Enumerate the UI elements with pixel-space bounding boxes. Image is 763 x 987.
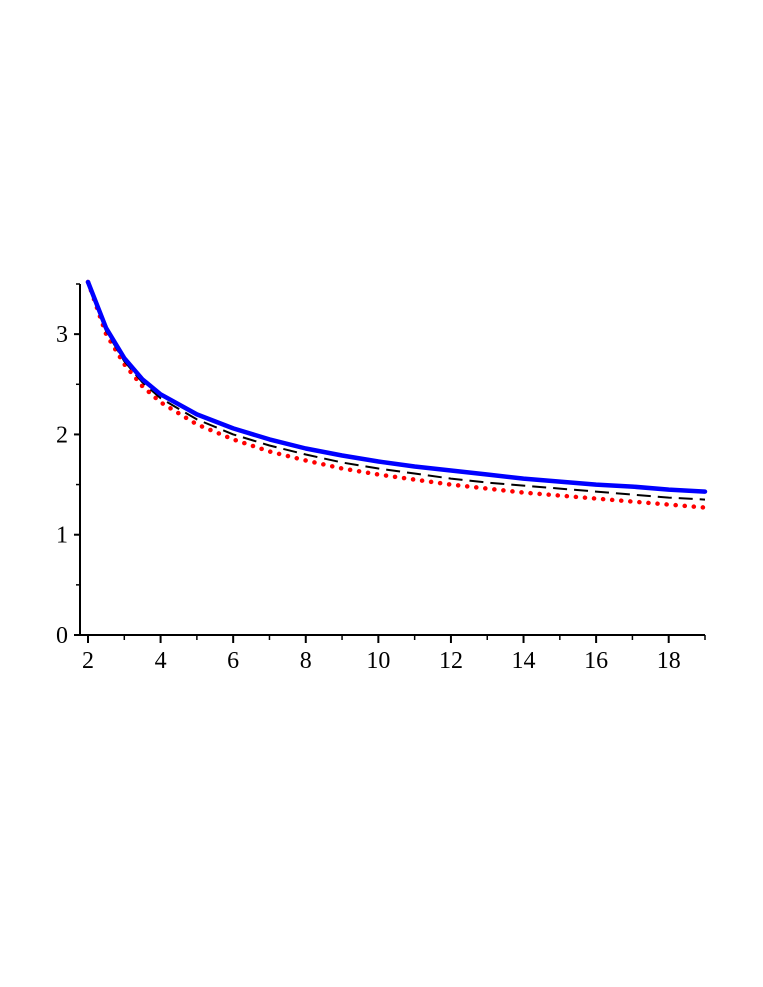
x-tick-label: 10 (366, 648, 390, 674)
y-tick-label: 2 (56, 422, 68, 448)
x-tick-label: 4 (155, 648, 167, 674)
x-tick-label: 16 (584, 648, 608, 674)
y-tick-label: 0 (56, 623, 68, 649)
x-tick-label: 8 (300, 648, 312, 674)
y-tick-label: 3 (56, 322, 68, 348)
x-tick-label: 18 (657, 648, 681, 674)
y-tick-label: 1 (56, 523, 68, 549)
series-layer (85, 279, 708, 510)
x-tick-label: 2 (82, 648, 94, 674)
series-line-dashed (87, 281, 706, 501)
series-line-solid (85, 279, 708, 494)
x-tick-label: 12 (439, 648, 463, 674)
x-tick-label: 14 (512, 648, 536, 674)
x-tick-label: 6 (227, 648, 239, 674)
series-line-dotted (85, 279, 708, 510)
